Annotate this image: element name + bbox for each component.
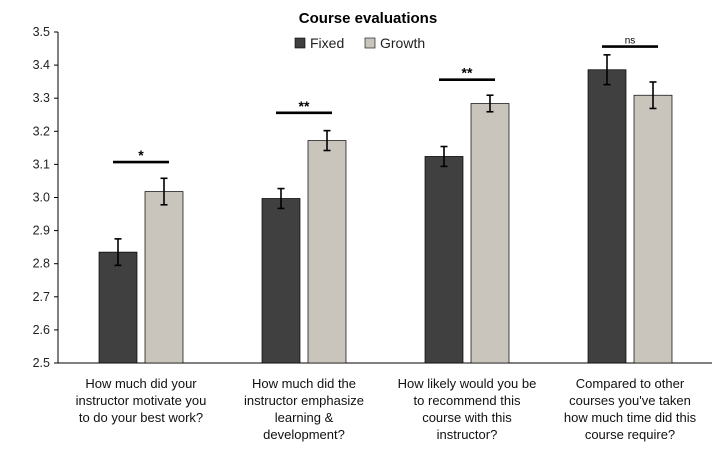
significance-label: ** bbox=[462, 65, 473, 81]
bar-fixed-3 bbox=[424, 156, 464, 364]
bar-growth-4 bbox=[633, 94, 673, 364]
legend: Fixed Growth bbox=[294, 35, 425, 51]
category-labels: How much did your instructor motivate you… bbox=[76, 376, 697, 442]
category-label-line: instructor motivate you bbox=[76, 393, 207, 408]
category-label-line: course require? bbox=[585, 427, 675, 442]
category-label-1: How much did your instructor motivate you… bbox=[76, 376, 207, 425]
category-label-line: How much did your bbox=[85, 376, 197, 391]
legend-swatch-growth bbox=[364, 37, 376, 49]
significance-label: * bbox=[138, 147, 144, 163]
category-label-line: how much time did this bbox=[564, 410, 697, 425]
error-bars bbox=[114, 54, 657, 267]
category-label-3: How likely would you be to recommend this… bbox=[398, 376, 537, 442]
category-label-line: Compared to other bbox=[576, 376, 685, 391]
y-tick-label: 2.8 bbox=[33, 257, 50, 271]
legend-label-growth: Growth bbox=[380, 35, 425, 51]
category-label-line: instructor? bbox=[437, 427, 498, 442]
y-tick-label: 3.4 bbox=[33, 58, 50, 72]
y-tick-label: 2.7 bbox=[33, 290, 50, 304]
chart-title: Course evaluations bbox=[299, 10, 437, 27]
category-label-4: Compared to other courses you've taken how… bbox=[564, 376, 697, 442]
category-label-line: to recommend this bbox=[414, 393, 521, 408]
y-tick-label: 3.3 bbox=[33, 91, 50, 105]
y-tick-label: 3.0 bbox=[33, 191, 50, 205]
category-label-2: How much did the instructor emphasize lear… bbox=[244, 376, 364, 442]
category-label-line: course with this bbox=[422, 410, 512, 425]
category-label-line: learning & bbox=[275, 410, 334, 425]
y-tick-label: 2.5 bbox=[33, 356, 50, 370]
category-label-line: to do your best work? bbox=[79, 410, 203, 425]
bar-growth-3 bbox=[470, 103, 510, 364]
category-label-line: How much did the bbox=[252, 376, 356, 391]
legend-label-fixed: Fixed bbox=[310, 35, 344, 51]
bars bbox=[98, 69, 673, 364]
bar-fixed-4 bbox=[587, 69, 627, 364]
bar-growth-1 bbox=[144, 191, 184, 364]
y-tick-label: 2.9 bbox=[33, 224, 50, 238]
bar-fixed-2 bbox=[261, 198, 301, 364]
y-tick-label: 3.1 bbox=[33, 157, 50, 171]
significance-markers: *****ns bbox=[113, 36, 658, 164]
legend-swatch-fixed bbox=[294, 37, 306, 49]
bar-growth-2 bbox=[307, 140, 347, 364]
significance-label: ** bbox=[299, 98, 310, 114]
category-label-line: How likely would you be bbox=[398, 376, 537, 391]
y-tick-label: 2.6 bbox=[33, 323, 50, 337]
category-label-line: development? bbox=[263, 427, 345, 442]
y-tick-label: 3.5 bbox=[33, 25, 50, 39]
bar-fixed-1 bbox=[98, 251, 138, 364]
category-label-line: courses you've taken bbox=[569, 393, 691, 408]
significance-label: ns bbox=[625, 36, 636, 47]
y-tick-label: 3.2 bbox=[33, 124, 50, 138]
category-label-line: instructor emphasize bbox=[244, 393, 364, 408]
